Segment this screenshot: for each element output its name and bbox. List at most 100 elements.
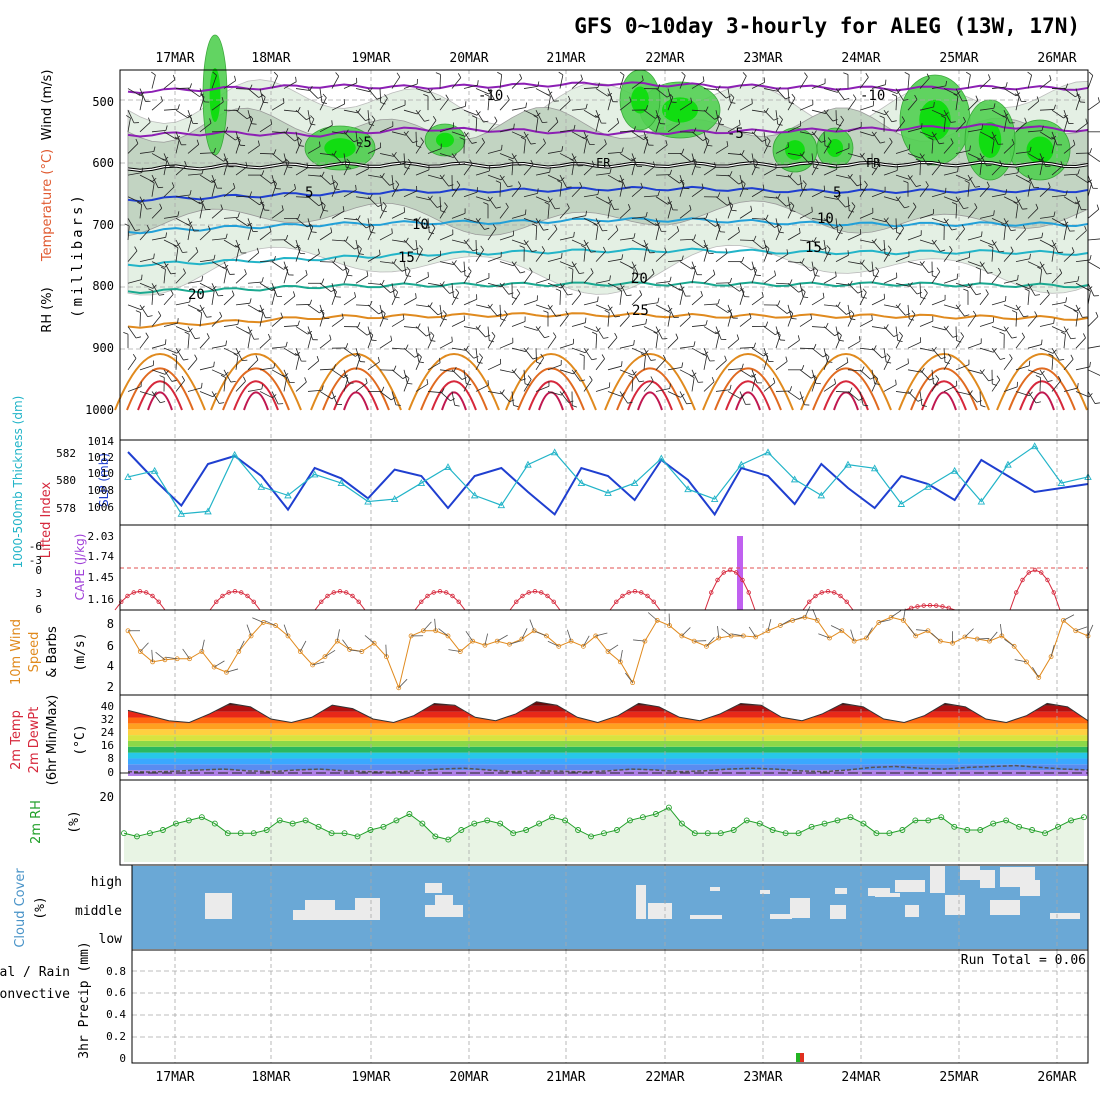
wind-barb-flag	[869, 269, 875, 273]
wind-barb	[355, 140, 363, 154]
wind-barb	[799, 131, 814, 136]
wind-barb	[655, 388, 670, 392]
wind-barb	[1039, 161, 1044, 176]
wind-barb-10m	[484, 633, 489, 646]
wind-barb-flag	[308, 223, 314, 228]
wind-barb-flag	[132, 353, 137, 359]
wind-speed-point	[1060, 617, 1066, 623]
wind-barb	[847, 98, 857, 111]
wind-barb-flag	[975, 293, 981, 296]
wind-barb-flag	[429, 88, 433, 94]
wind-barb	[511, 369, 522, 381]
wind-barb-flag	[1097, 97, 1100, 103]
wind-speed-point	[765, 628, 771, 634]
wind-barb-flag	[593, 223, 599, 227]
rh-2m-point	[315, 823, 322, 830]
wind-barb	[415, 141, 424, 154]
wind-barb	[331, 317, 344, 327]
wind-barb-flag	[317, 248, 320, 254]
wind-barb	[955, 228, 965, 241]
wind-barb	[475, 142, 485, 154]
wind-barb-10m	[1004, 638, 1015, 647]
wind-barb	[187, 326, 196, 339]
wind-barb	[775, 119, 783, 133]
wind-speed-point	[137, 649, 143, 654]
wind-barb	[475, 196, 490, 202]
wind-barb	[823, 348, 828, 362]
cloud-patch	[305, 900, 335, 920]
wind-barb-flag	[761, 139, 767, 142]
wind-barb-flag	[347, 274, 353, 277]
wind-barb	[799, 318, 812, 327]
wind-barb	[391, 153, 402, 165]
wind-barb	[511, 185, 522, 197]
cloud-patch	[760, 890, 770, 894]
wind-barb-flag	[183, 268, 186, 274]
wind-barb-flag	[341, 313, 344, 319]
wind-barb	[955, 196, 964, 209]
wind-barb-flag	[880, 141, 886, 144]
wind-barb-flag	[981, 124, 984, 130]
wind-barb	[1087, 183, 1093, 197]
wind-barb-10m	[731, 633, 744, 637]
wind-barb-flag	[1012, 310, 1017, 313]
lifted-index-line	[414, 590, 466, 611]
wind-barb-flag	[753, 128, 757, 134]
wind-barb	[787, 205, 795, 219]
wind-barb	[919, 239, 934, 245]
wind-barb	[703, 166, 716, 176]
wind-barb-flag	[987, 271, 993, 274]
wind-barb-flag	[342, 206, 345, 212]
wind-barb	[283, 347, 297, 356]
wind-barb-flag	[1029, 146, 1032, 152]
wind-barb	[907, 314, 916, 327]
wind-barb	[367, 361, 380, 371]
wind-barb-flag	[633, 126, 636, 132]
wind-barb	[859, 175, 862, 190]
thickness-point	[870, 464, 879, 472]
wind-barb-flag	[249, 298, 252, 304]
wind-barb-10m	[812, 609, 818, 621]
wind-barb	[595, 110, 602, 124]
wind-barb	[739, 291, 745, 306]
wind-barb	[163, 261, 172, 275]
rh-2m-point	[808, 823, 815, 830]
rh-2m-point	[601, 830, 607, 837]
lifted-index-point	[125, 593, 130, 599]
wind-barb	[139, 151, 154, 154]
wind-barb-flag	[886, 353, 891, 358]
wind-barb	[547, 196, 556, 210]
thickness-point	[364, 497, 372, 505]
lifted-index-point	[419, 599, 424, 605]
wind-barb-flag	[568, 400, 574, 403]
wind-barb	[643, 355, 646, 370]
wind-barb-flag	[465, 345, 469, 351]
wind-barb-flag	[1005, 82, 1008, 88]
wind-barb	[1063, 218, 1071, 232]
wind-barb-flag	[1013, 201, 1019, 205]
wind-barb-flag	[924, 288, 928, 294]
lifted-index-point	[220, 593, 225, 599]
wind-barb-flag	[997, 267, 1002, 273]
level-tick: 1000	[85, 403, 114, 417]
wind-barb	[259, 391, 273, 399]
wind-barb-flag	[401, 268, 407, 272]
wind-barb-flag	[582, 136, 587, 141]
wind-barb-flag	[435, 72, 441, 75]
wind-barb	[511, 214, 526, 219]
rh-2m-point	[1042, 830, 1049, 837]
wind-barb	[547, 121, 559, 133]
wind-barb-flag	[590, 251, 596, 253]
cape-panel-labels: Lifted Index CAPE (J/kg) -6 -3 0 3 6 2.0…	[29, 481, 115, 616]
wind-barb	[355, 356, 361, 370]
wind-barb-flag	[380, 102, 386, 105]
wind-barb-flag	[456, 180, 461, 186]
wind-barb	[883, 249, 892, 262]
wind-barb-flag	[405, 374, 410, 379]
wind-barb-flag	[323, 209, 329, 212]
wind-barb	[139, 121, 151, 133]
wind-barb-flag	[382, 201, 387, 207]
wind-barb	[799, 184, 807, 197]
wind-barb	[607, 391, 622, 397]
wind-speed-point	[187, 656, 192, 662]
